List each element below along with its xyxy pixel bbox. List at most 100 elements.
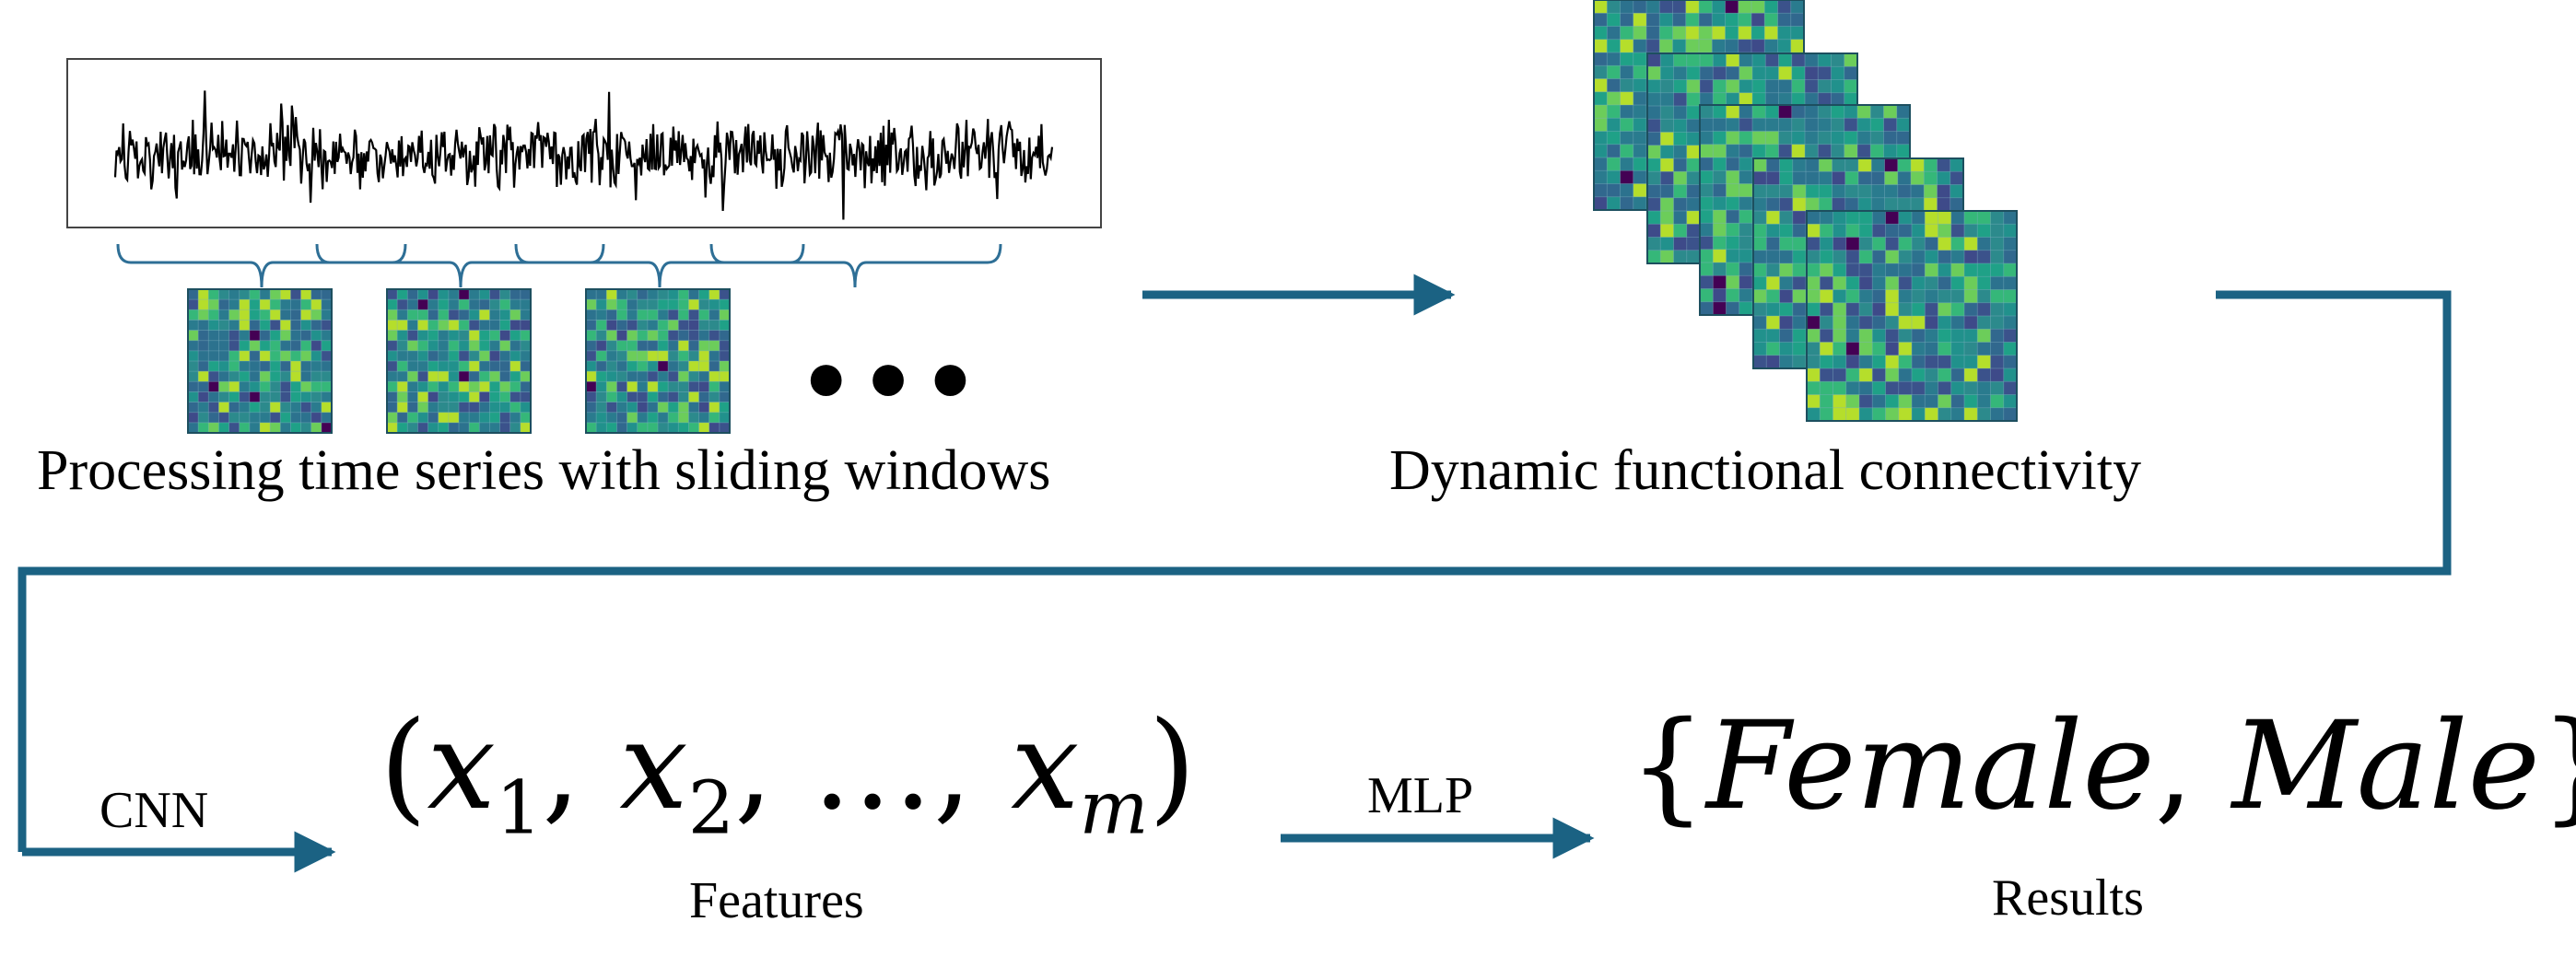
matrix-cell (658, 422, 669, 434)
matrix-cell (239, 340, 251, 352)
matrix-cell (1818, 105, 1832, 119)
matrix-cell (1885, 302, 1900, 317)
matrix-cell (2003, 237, 2018, 251)
matrix-cell (1594, 78, 1608, 93)
matrix-cell (1820, 289, 1833, 304)
matrix-cell (1699, 13, 1713, 27)
matrix-cell (626, 361, 638, 372)
matrix-cell (249, 309, 261, 321)
matrix-cell (198, 361, 209, 372)
matrix-cell (626, 381, 638, 392)
matrix-cell (719, 299, 731, 310)
matrix-cell (1885, 224, 1900, 238)
matrix-cell (239, 350, 251, 362)
matrix-cell (499, 299, 511, 310)
matrix-cell (586, 330, 597, 342)
matrix-cell (1884, 158, 1899, 172)
matrix-cell (1633, 91, 1647, 106)
matrix-cell (596, 289, 607, 300)
matrix-cell (1620, 91, 1634, 106)
matrix-cell (1700, 170, 1714, 184)
matrix-cell (626, 330, 638, 342)
matrix-cell (1739, 118, 1753, 132)
matrix-cell (520, 402, 532, 414)
matrix-cell (647, 361, 659, 372)
matrix-cell (1964, 355, 1978, 369)
matrix-cell (249, 412, 261, 424)
matrix-cell (1977, 263, 1991, 277)
matrix-cell (1753, 289, 1767, 304)
matrix-cell (668, 412, 679, 424)
matrix-cell (1765, 131, 1779, 146)
matrix-cell (688, 371, 699, 382)
matrix-cell (647, 350, 659, 362)
matrix-cell (1885, 368, 1900, 382)
matrix-cell (310, 391, 322, 402)
matrix-cell (1883, 144, 1898, 158)
matrix-cell (1700, 118, 1714, 132)
matrix-cell (586, 422, 597, 434)
matrix-cell (1857, 118, 1871, 132)
matrix-cell (1820, 237, 1833, 251)
matrix-cell (1912, 355, 1926, 369)
matrix-cell (249, 340, 261, 352)
matrix-cell (1925, 289, 1938, 304)
matrix-cell (310, 422, 322, 434)
matrix-cell (407, 402, 418, 414)
matrix-cell (1764, 13, 1778, 27)
connectivity-matrix (187, 288, 333, 434)
matrix-cell (1859, 276, 1873, 290)
matrix-cell (1950, 289, 1965, 304)
matrix-cell (1819, 171, 1832, 185)
matrix-cell (1753, 184, 1767, 199)
matrix-cell (1633, 157, 1647, 171)
matrix-cell (1950, 302, 1965, 317)
matrix-cell (1712, 0, 1726, 14)
matrix-cell (397, 422, 408, 434)
matrix-cell (1713, 157, 1727, 171)
matrix-cell (489, 309, 500, 321)
matrix-cell (520, 330, 532, 342)
matrix-cell (1594, 52, 1608, 66)
matrix-cell (1896, 118, 1911, 132)
matrix-cell (1686, 92, 1701, 107)
matrix-cell (719, 340, 731, 352)
matrix-cell (2003, 368, 2018, 382)
matrix-cell (668, 361, 679, 372)
matrix-cell (1898, 407, 1913, 422)
matrix-cell (1726, 275, 1740, 289)
matrix-cell (1844, 118, 1858, 132)
matrix-cell (448, 289, 460, 300)
matrix-cell (1752, 79, 1766, 94)
matrix-cell (606, 350, 617, 362)
matrix-cell (626, 412, 638, 424)
matrix-cell (1779, 355, 1794, 369)
matrix-cell (1845, 394, 1860, 409)
matrix-cell (606, 371, 617, 382)
matrix-cell (1646, 13, 1660, 27)
matrix-cell (1647, 53, 1661, 67)
matrix-cell (1950, 184, 1964, 199)
matrix-cell (1594, 39, 1608, 53)
matrix-cell (509, 412, 521, 424)
matrix-cell (626, 422, 638, 434)
matrix-cell (1964, 211, 1978, 225)
matrix-cell (427, 371, 439, 382)
matrix-cell (1844, 79, 1858, 94)
matrix-cell (668, 289, 679, 300)
matrix-cell (1647, 145, 1661, 159)
matrix-cell (198, 391, 209, 402)
matrix-cell (1990, 302, 2005, 317)
matrix-cell (417, 412, 428, 424)
matrix-cell (1938, 355, 1952, 369)
matrix-cell (1806, 184, 1820, 199)
matrix-cell (1937, 197, 1951, 212)
matrix-cell (1660, 197, 1674, 212)
matrix-cell (188, 412, 199, 424)
matrix-cell (387, 320, 398, 331)
matrix-cell (616, 320, 627, 331)
matrix-cell (1884, 197, 1899, 212)
matrix-cell (479, 381, 490, 392)
matrix-cell (280, 402, 291, 414)
matrix-cell (1925, 342, 1938, 356)
